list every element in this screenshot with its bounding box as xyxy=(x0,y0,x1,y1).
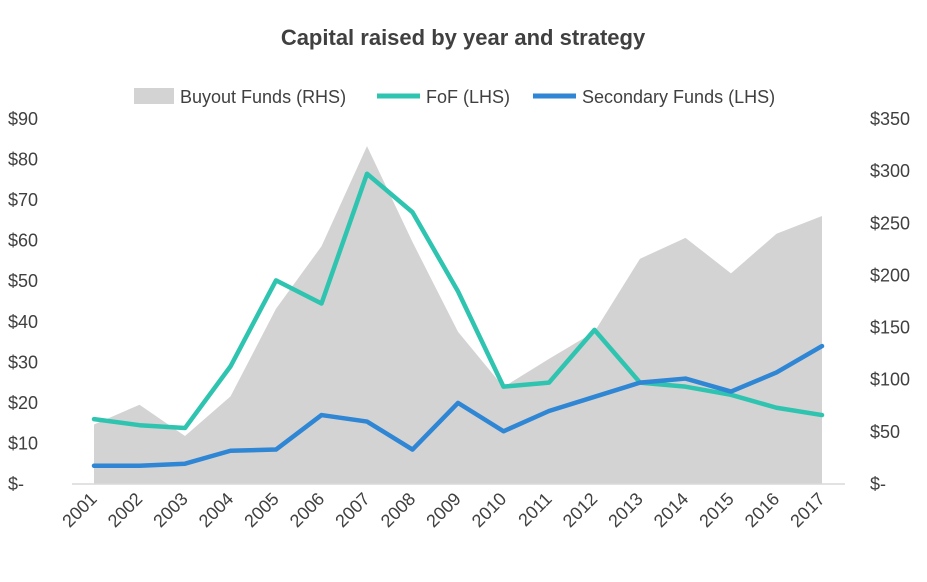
right-tick-label: $300 xyxy=(870,161,910,181)
x-tick-label: 2014 xyxy=(650,489,692,531)
secondary-line xyxy=(91,343,825,468)
right-tick-label: $50 xyxy=(870,422,900,442)
x-tick-label: 2015 xyxy=(695,489,737,531)
x-tick-label: 2009 xyxy=(422,489,464,531)
buyout-area xyxy=(94,146,822,484)
left-axis: $- $10 $20 $30 $40 $50 $60 $70 $80 $90 xyxy=(8,109,38,494)
x-tick-label: 2004 xyxy=(195,489,237,531)
x-tick-label: 2011 xyxy=(514,489,556,531)
x-tick-label: 2008 xyxy=(377,489,419,531)
legend-label-buyout: Buyout Funds (RHS) xyxy=(180,87,346,107)
left-tick-label: $70 xyxy=(8,190,38,210)
right-tick-label: $250 xyxy=(870,213,910,233)
left-tick-label: $50 xyxy=(8,271,38,291)
legend: Buyout Funds (RHS) FoF (LHS) Secondary F… xyxy=(134,87,775,107)
right-tick-label: $350 xyxy=(870,109,910,129)
x-axis: 2001 2002 2003 2004 2005 2006 2007 2008 2009 2010… xyxy=(58,483,845,531)
right-tick-label: $100 xyxy=(870,370,910,390)
left-tick-label: $30 xyxy=(8,352,38,372)
left-tick-label: $40 xyxy=(8,312,38,332)
left-tick-label: $90 xyxy=(8,109,38,129)
plot-area xyxy=(91,146,825,484)
x-tick-label: 2001 xyxy=(58,489,100,531)
right-tick-label: $150 xyxy=(870,318,910,338)
left-tick-label: $80 xyxy=(8,150,38,170)
x-tick-label: 2005 xyxy=(240,489,282,531)
x-tick-label: 2002 xyxy=(104,489,146,531)
fof-line xyxy=(91,171,825,431)
legend-label-secondary: Secondary Funds (LHS) xyxy=(582,87,775,107)
x-tick-label: 2017 xyxy=(786,489,828,531)
x-tick-label: 2013 xyxy=(604,489,646,531)
left-tick-label: $10 xyxy=(8,433,38,453)
x-tick-label: 2003 xyxy=(149,489,191,531)
x-tick-label: 2012 xyxy=(559,489,601,531)
x-tick-label: 2006 xyxy=(286,489,328,531)
right-tick-label: $200 xyxy=(870,265,910,285)
right-axis: $- $50 $100 $150 $200 $250 $300 $350 xyxy=(870,109,910,494)
x-tick-label: 2007 xyxy=(331,489,373,531)
x-tick-label: 2010 xyxy=(468,489,510,531)
left-tick-label: $20 xyxy=(8,393,38,413)
left-tick-label: $60 xyxy=(8,231,38,251)
right-tick-label: $- xyxy=(870,474,886,494)
legend-swatch-buyout xyxy=(134,88,174,104)
left-tick-label: $- xyxy=(8,474,24,494)
legend-label-fof: FoF (LHS) xyxy=(426,87,510,107)
x-tick-label: 2016 xyxy=(741,489,783,531)
chart-title: Capital raised by year and strategy xyxy=(281,25,646,50)
